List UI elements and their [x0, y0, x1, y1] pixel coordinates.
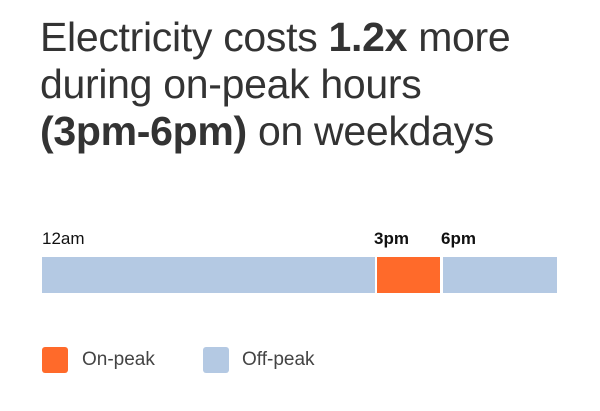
- title-text: during on-peak hours: [40, 61, 422, 107]
- title-text: 1.2x: [328, 14, 408, 60]
- legend-swatch: [203, 347, 229, 373]
- title-text: (3pm-6pm): [40, 108, 247, 154]
- on-peak-segment: [377, 257, 440, 293]
- legend-label: Off-peak: [242, 349, 315, 370]
- title-text: more: [407, 14, 511, 60]
- legend-swatch: [42, 347, 68, 373]
- title-text: on weekdays: [246, 108, 494, 154]
- time-label: 6pm: [441, 229, 476, 248]
- title-line: Electricity costs 1.2x more: [40, 14, 511, 61]
- legend-label: On-peak: [82, 349, 155, 370]
- title-line: (3pm-6pm) on weekdays: [40, 108, 494, 155]
- off-peak-segment: [42, 257, 375, 293]
- time-label: 3pm: [374, 229, 409, 248]
- title-text: Electricity costs: [40, 14, 329, 60]
- time-label: 12am: [42, 229, 85, 248]
- title-line: during on-peak hours: [40, 61, 422, 108]
- off-peak-segment: [443, 257, 557, 293]
